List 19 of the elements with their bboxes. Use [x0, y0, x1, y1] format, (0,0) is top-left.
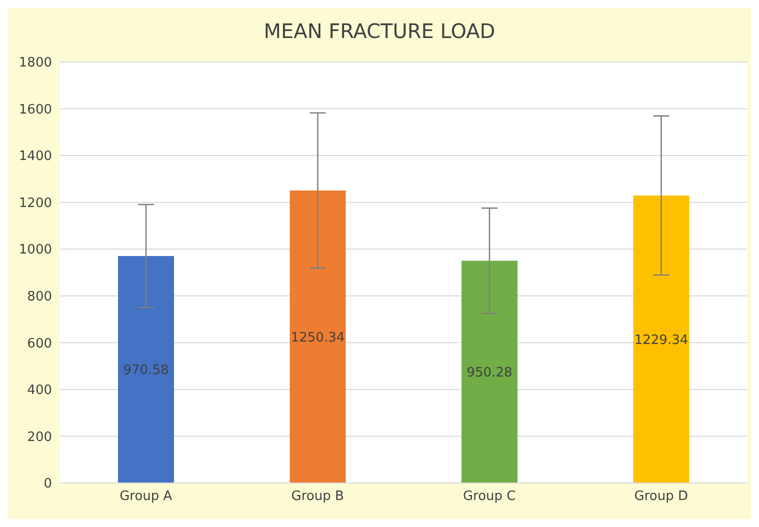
y-tick-label: 800 [27, 290, 52, 305]
x-tick-label: Group C [462, 489, 516, 504]
x-tick-label: Group B [291, 489, 344, 504]
data-label: 1250.34 [290, 330, 345, 346]
y-tick-label: 1800 [18, 56, 52, 71]
data-label: 970.58 [123, 363, 169, 378]
data-label: 1229.34 [634, 332, 688, 348]
y-tick-label: 1600 [18, 102, 52, 118]
y-tick-label: 600 [27, 336, 52, 352]
y-tick-label: 1200 [18, 196, 52, 211]
y-tick-label: 1400 [18, 149, 52, 164]
y-tick-label: 0 [44, 476, 52, 492]
y-tick-label: 1000 [18, 242, 52, 258]
y-tick-label: 200 [27, 430, 52, 445]
y-tick-label: 400 [27, 383, 52, 398]
data-label: 950.28 [466, 365, 512, 380]
x-tick-label: Group A [120, 489, 172, 504]
x-tick-label: Group D [634, 489, 688, 504]
chart-title: MEAN FRACTURE LOAD [262, 18, 496, 45]
